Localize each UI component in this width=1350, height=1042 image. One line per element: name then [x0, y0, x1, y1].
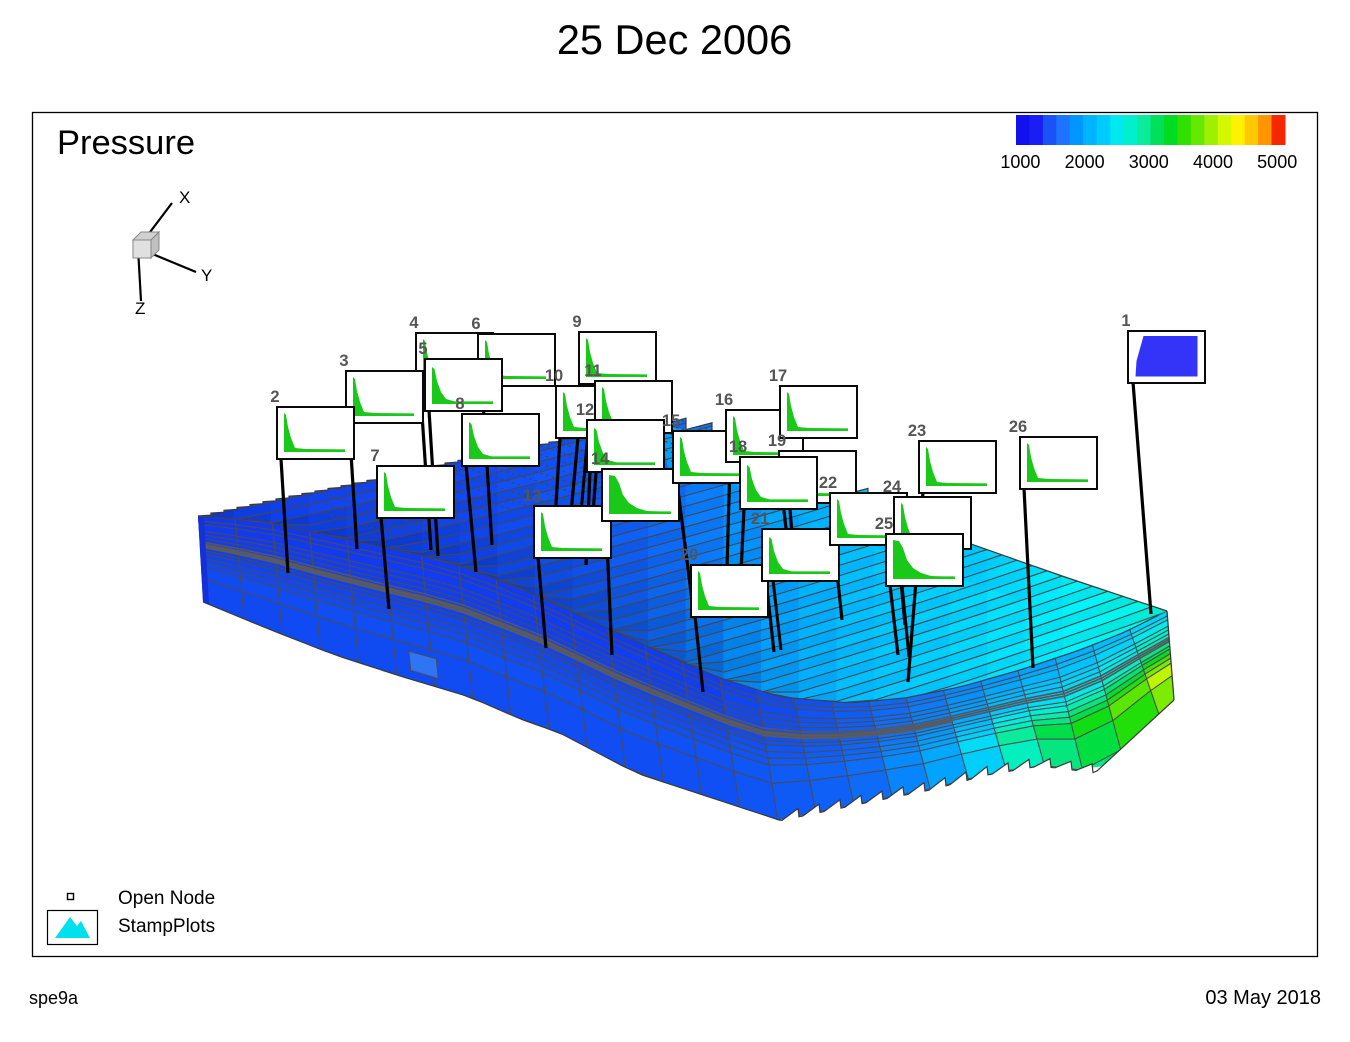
svg-text:25: 25 — [875, 515, 893, 533]
svg-text:17: 17 — [769, 367, 787, 385]
svg-text:13: 13 — [523, 487, 541, 505]
svg-text:15: 15 — [662, 412, 680, 430]
svg-text:9: 9 — [572, 313, 581, 331]
svg-text:5: 5 — [418, 340, 427, 358]
svg-text:Y: Y — [201, 266, 212, 285]
svg-text:19: 19 — [768, 432, 786, 450]
svg-text:3: 3 — [339, 352, 348, 370]
svg-text:26: 26 — [1009, 418, 1027, 436]
svg-text:14: 14 — [591, 450, 610, 468]
svg-text:1: 1 — [1121, 312, 1130, 330]
svg-text:8: 8 — [455, 395, 464, 413]
svg-text:22: 22 — [819, 474, 837, 492]
svg-text:StampPlots: StampPlots — [118, 916, 215, 937]
svg-text:16: 16 — [715, 391, 733, 409]
svg-text:23: 23 — [908, 422, 926, 440]
svg-text:1000: 1000 — [1000, 152, 1040, 172]
svg-text:X: X — [179, 188, 190, 207]
svg-text:3000: 3000 — [1129, 152, 1169, 172]
svg-text:Pressure: Pressure — [57, 124, 195, 162]
svg-text:Open Node: Open Node — [118, 888, 215, 909]
svg-text:spe9a: spe9a — [29, 988, 79, 1008]
svg-text:12: 12 — [576, 401, 594, 419]
svg-text:7: 7 — [370, 447, 379, 465]
svg-text:Z: Z — [135, 299, 145, 318]
svg-text:21: 21 — [751, 510, 769, 528]
svg-text:10: 10 — [545, 367, 563, 385]
svg-text:25 Dec 2006: 25 Dec 2006 — [557, 16, 792, 63]
svg-text:18: 18 — [729, 438, 747, 456]
svg-text:2000: 2000 — [1065, 152, 1105, 172]
svg-text:2: 2 — [270, 388, 279, 406]
svg-text:6: 6 — [471, 315, 480, 333]
svg-text:24: 24 — [883, 478, 902, 496]
svg-text:5000: 5000 — [1257, 152, 1297, 172]
svg-text:4000: 4000 — [1193, 152, 1233, 172]
svg-text:11: 11 — [584, 362, 601, 380]
svg-text:4: 4 — [409, 314, 419, 332]
svg-text:20: 20 — [680, 546, 698, 564]
svg-text:03 May 2018: 03 May 2018 — [1205, 987, 1321, 1009]
